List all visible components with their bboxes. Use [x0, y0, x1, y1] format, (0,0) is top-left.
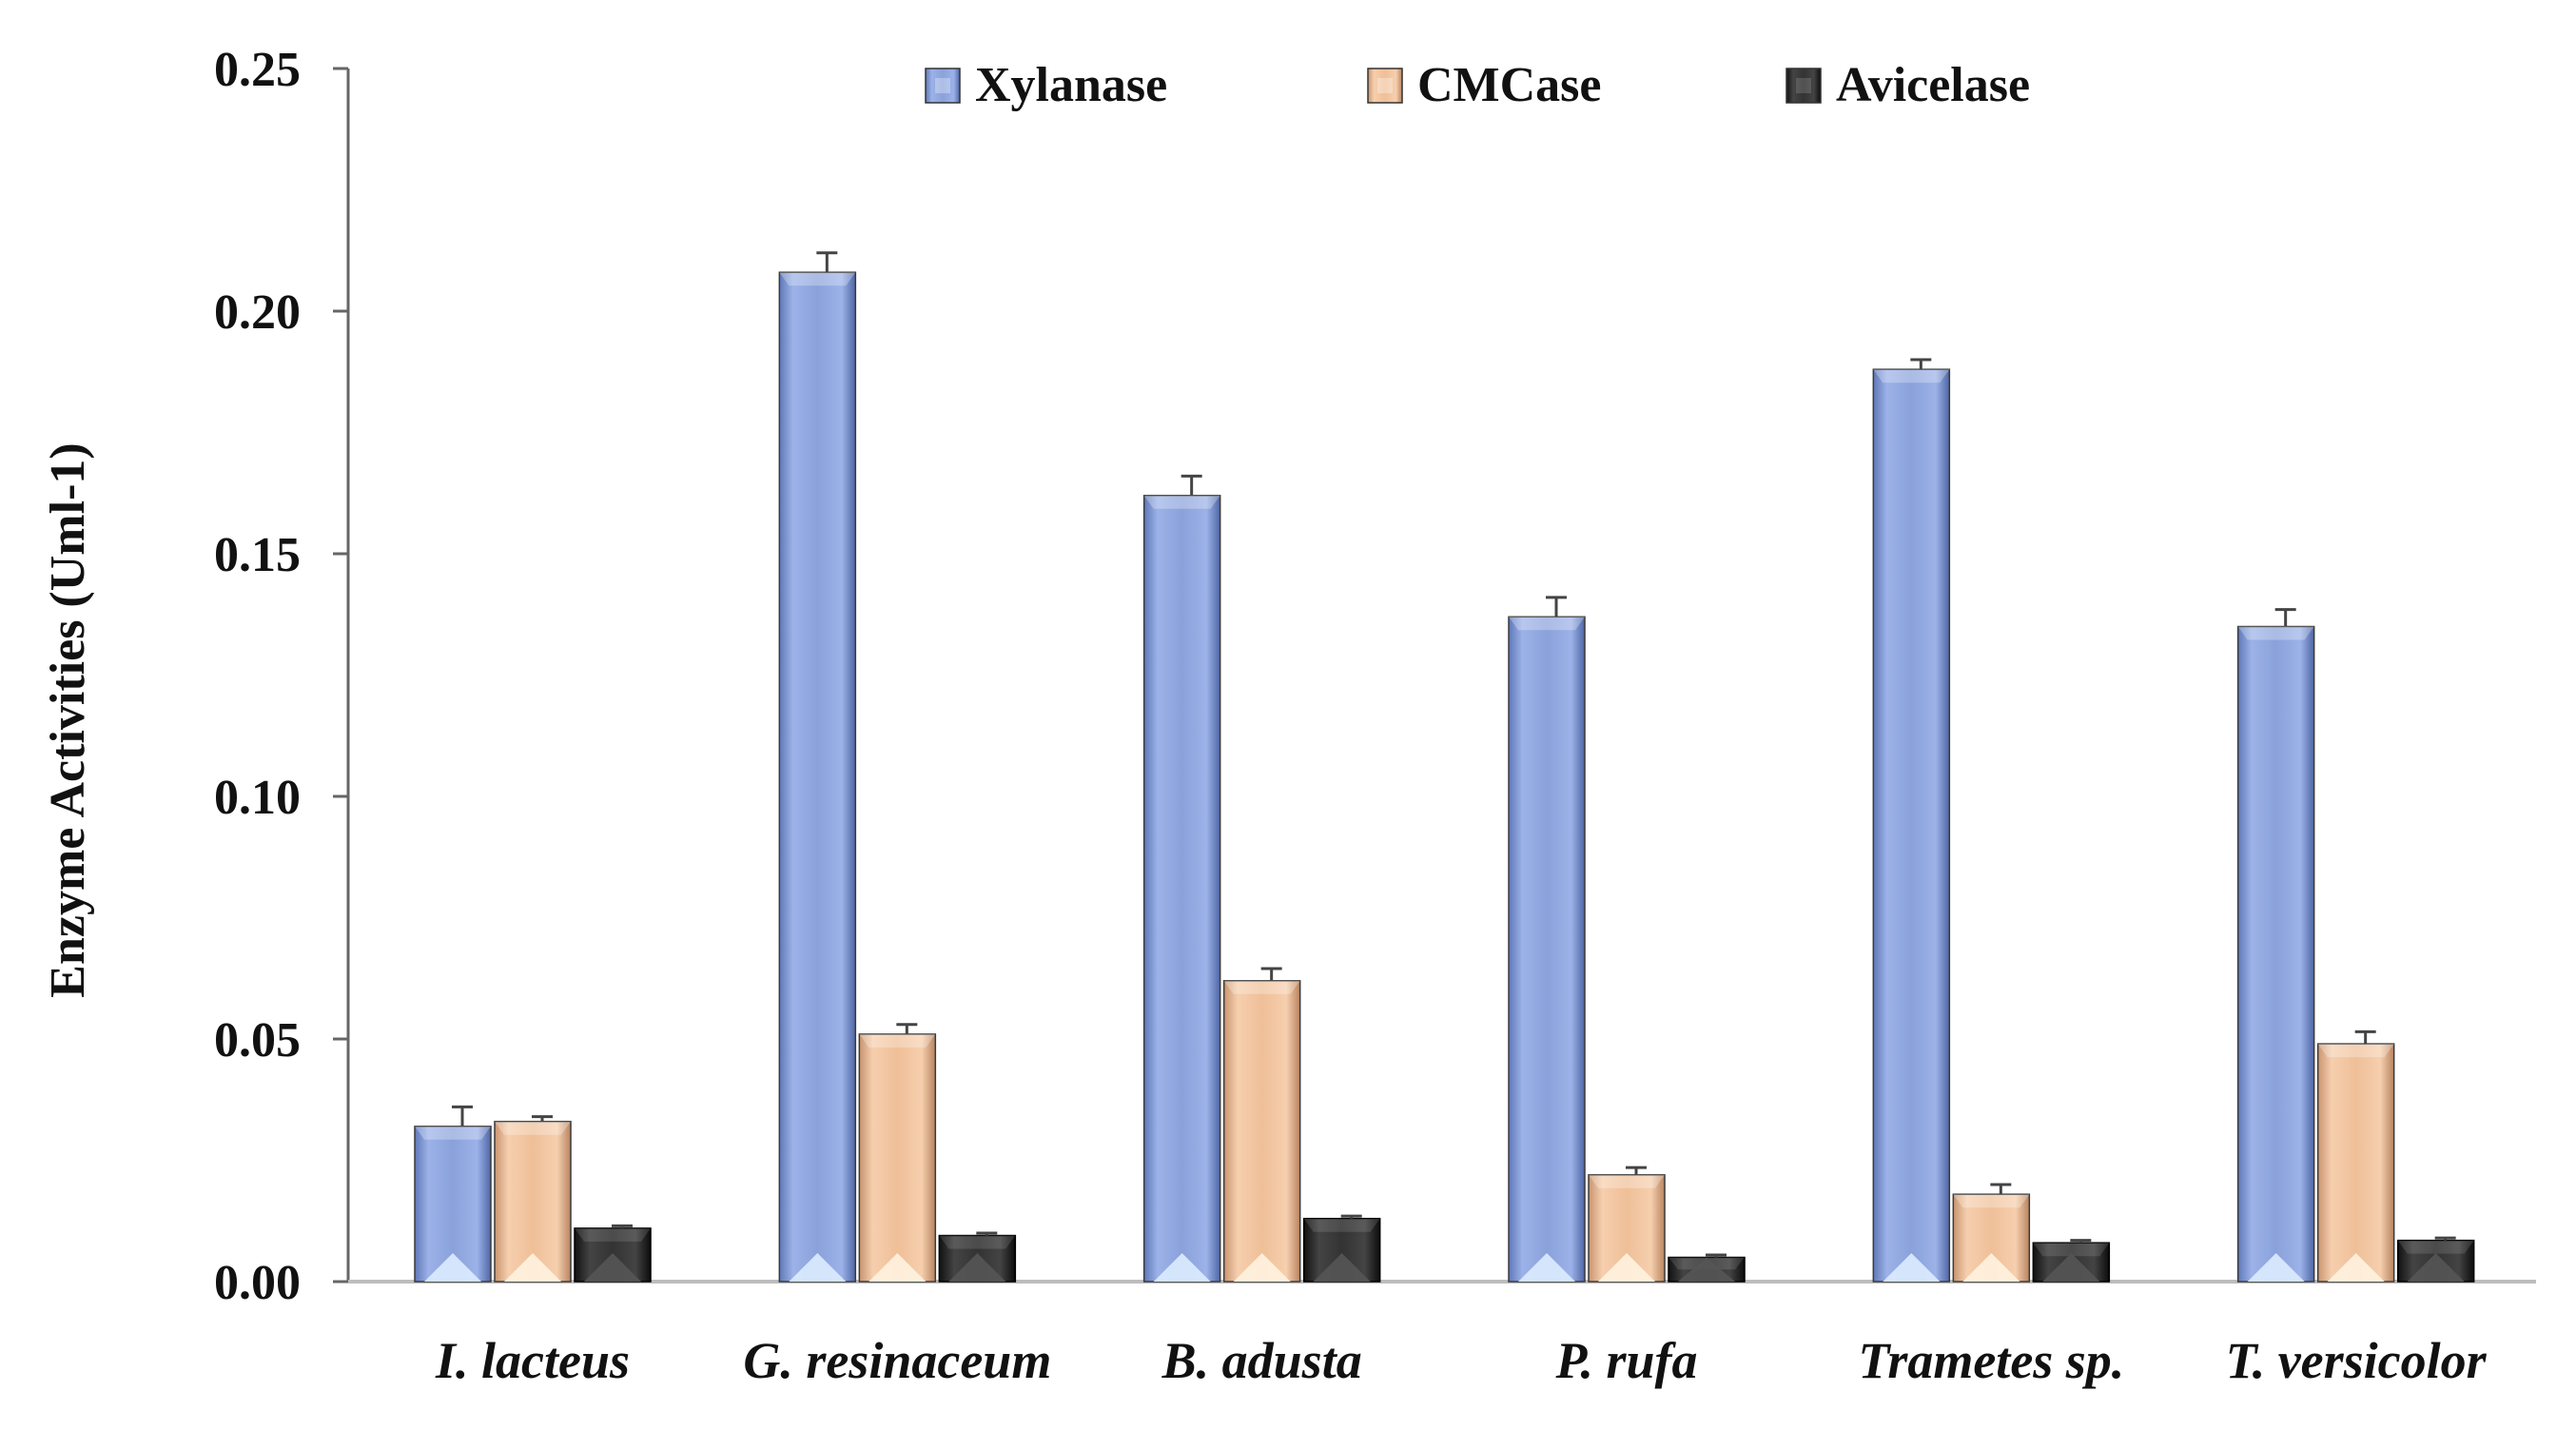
- bar-bevel-top: [2237, 626, 2314, 640]
- legend-swatch: [1786, 68, 1822, 104]
- legend-swatch: [925, 68, 961, 104]
- bar-bevel-top: [1143, 495, 1220, 509]
- y-tick-label: 0.05: [214, 1013, 301, 1068]
- bar-cmcase-t-versicolor: [2316, 1029, 2395, 1283]
- x-category-label: G. resinaceum: [743, 1332, 1051, 1389]
- x-category-label: I. lacteus: [435, 1332, 630, 1389]
- bar-bevel-bottom: [1153, 1253, 1211, 1282]
- bar-cmcase-i-lacteus: [494, 1115, 572, 1283]
- bar-bevel-bottom: [2407, 1253, 2465, 1282]
- bar-bevel-top: [1589, 1174, 1665, 1188]
- bar-bevel-top: [495, 1121, 571, 1135]
- bar-bevel-bottom: [2327, 1253, 2385, 1282]
- axes: [346, 69, 2536, 1284]
- bar-body: [858, 1033, 937, 1283]
- legend-swatch: [1367, 68, 1403, 104]
- legend-swatch-bevel: [1796, 78, 1811, 93]
- bar-bevel-bottom: [1313, 1253, 1371, 1282]
- bar-cmcase-trametes-sp: [1952, 1183, 2031, 1283]
- y-tick-label: 0.25: [214, 43, 301, 97]
- legend-item-cmcase: CMCase: [1367, 58, 1602, 112]
- y-axis-ticks: 0.00 0.05 0.10 0.15 0.20 0.25: [214, 43, 348, 1310]
- bar-xylanase-t-versicolor: [2236, 608, 2315, 1283]
- bar-bevel-bottom: [868, 1253, 927, 1282]
- x-category-label: P. rufa: [1554, 1332, 1697, 1389]
- bar-xylanase-i-lacteus: [414, 1105, 492, 1283]
- y-axis-title: Enzyme Activities (Uml-1): [41, 442, 95, 997]
- bar-bevel-top: [1509, 617, 1585, 631]
- bar-xylanase-g-resinaceum: [778, 251, 857, 1283]
- y-tick-label: 0.10: [214, 771, 301, 825]
- legend-swatch-bevel: [935, 78, 950, 93]
- bar-body: [1872, 368, 1951, 1283]
- bar-bevel-top: [2397, 1240, 2474, 1254]
- bar-bevel-bottom: [504, 1253, 561, 1282]
- bar-bevel-bottom: [2042, 1253, 2100, 1282]
- legend-item-xylanase: Xylanase: [925, 58, 1167, 112]
- bar-bevel-top: [939, 1235, 1016, 1249]
- x-category-label: Trametes sp.: [1858, 1332, 2124, 1389]
- bar-avicelase-t-versicolor: [2396, 1236, 2475, 1283]
- bar-bevel-bottom: [1598, 1253, 1655, 1282]
- bar-body: [2236, 625, 2315, 1283]
- bar-bevel-bottom: [948, 1253, 1006, 1282]
- bars: [414, 251, 2475, 1283]
- x-category-label: T. versicolor: [2226, 1332, 2488, 1389]
- bar-bevel-bottom: [1233, 1253, 1291, 1282]
- legend-label: CMCase: [1417, 58, 1602, 112]
- bar-bevel-bottom: [1962, 1253, 2020, 1282]
- bar-body: [1508, 616, 1586, 1283]
- y-tick-label: 0.20: [214, 285, 301, 340]
- bar-bevel-bottom: [1518, 1253, 1575, 1282]
- bar-bevel-top: [575, 1227, 651, 1242]
- bar-body: [1222, 980, 1301, 1283]
- legend-label: Avicelase: [1836, 58, 2030, 112]
- bar-bevel-top: [1873, 369, 1950, 383]
- bar-bevel-bottom: [789, 1253, 847, 1282]
- legend: Xylanase CMCase Avicelase: [925, 58, 2030, 112]
- bar-bevel-bottom: [584, 1253, 641, 1282]
- bar-bevel-bottom: [1883, 1253, 1941, 1282]
- bar-body: [1142, 495, 1221, 1283]
- bar-body: [778, 271, 857, 1283]
- bar-avicelase-p-rufa: [1668, 1253, 1746, 1283]
- bar-xylanase-p-rufa: [1508, 596, 1586, 1283]
- bar-avicelase-trametes-sp: [2032, 1239, 2111, 1283]
- y-tick-label: 0.15: [214, 528, 301, 582]
- bar-bevel-top: [2317, 1044, 2394, 1058]
- bar-xylanase-b-adusta: [1142, 474, 1221, 1283]
- bar-cmcase-b-adusta: [1222, 967, 1301, 1283]
- bar-bevel-bottom: [1678, 1257, 1735, 1282]
- y-tick-label: 0.00: [214, 1256, 301, 1310]
- bar-cmcase-g-resinaceum: [858, 1023, 937, 1283]
- bar-avicelase-i-lacteus: [574, 1224, 652, 1283]
- bar-bevel-top: [1953, 1194, 2030, 1208]
- bar-bevel-top: [1303, 1218, 1380, 1232]
- bar-bevel-top: [415, 1126, 491, 1140]
- x-axis-labels: I. lacteus G. resinaceum B. adusta P. rufa T…: [435, 1332, 2488, 1389]
- bar-bevel-top: [859, 1033, 936, 1048]
- legend-swatch-bevel: [1377, 78, 1393, 93]
- bar-bevel-bottom: [2247, 1253, 2305, 1282]
- bar-body: [2316, 1043, 2395, 1283]
- legend-item-avicelase: Avicelase: [1786, 58, 2030, 112]
- bar-avicelase-g-resinaceum: [938, 1231, 1017, 1283]
- legend-label: Xylanase: [975, 58, 1167, 112]
- bar-bevel-bottom: [424, 1253, 481, 1282]
- bar-xylanase-trametes-sp: [1872, 358, 1951, 1283]
- bar-bevel-top: [1223, 980, 1300, 994]
- bar-cmcase-p-rufa: [1588, 1166, 1666, 1283]
- bar-bevel-top: [779, 272, 856, 286]
- x-category-label: B. adusta: [1161, 1332, 1362, 1389]
- bar-bevel-top: [2033, 1243, 2110, 1257]
- bar-avicelase-b-adusta: [1302, 1214, 1381, 1283]
